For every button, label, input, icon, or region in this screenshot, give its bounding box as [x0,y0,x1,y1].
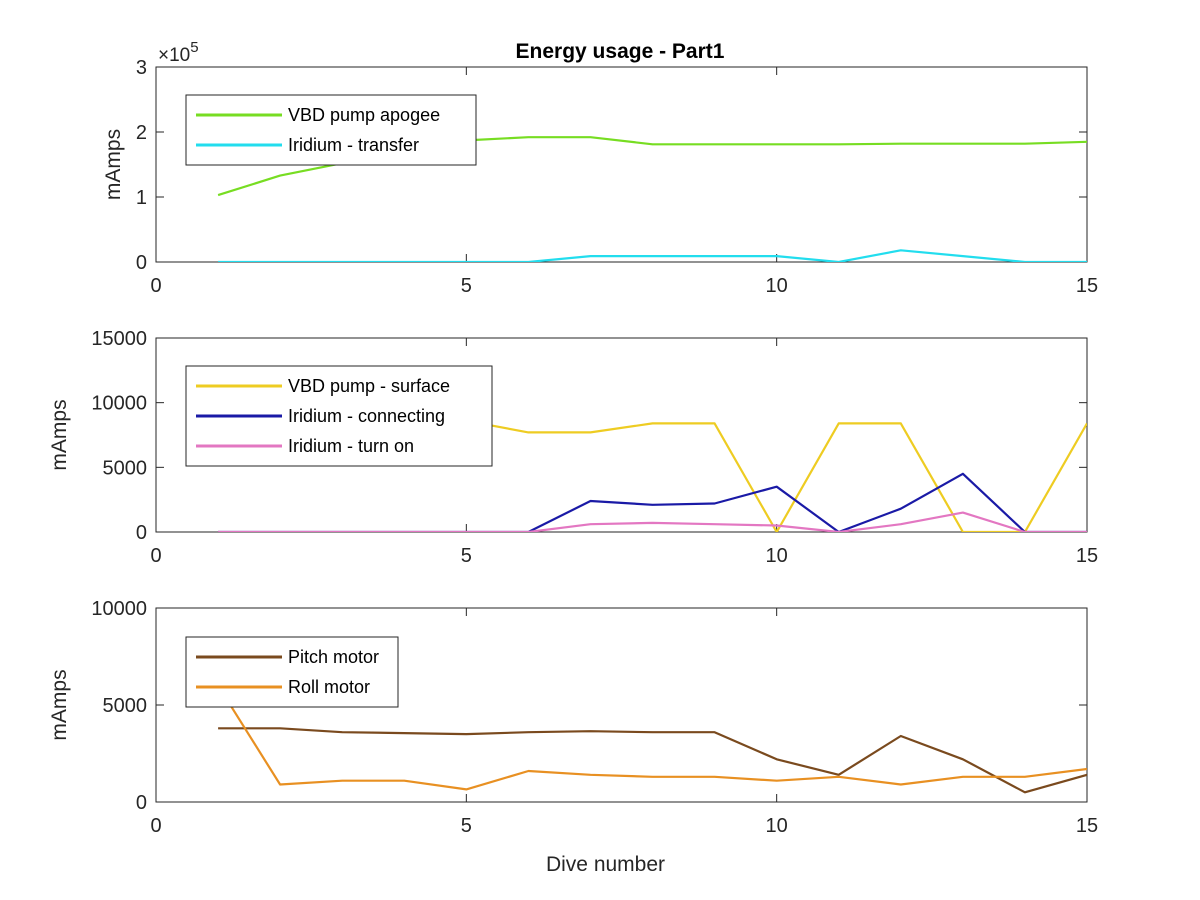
series-line-iridium-transfer [218,249,1087,262]
legend-label: VBD pump - surface [288,376,450,396]
legend-box [185,94,477,166]
x-tick-label: 0 [150,545,161,567]
x-tick-label: 5 [461,545,472,567]
y-tick-label: 5000 [103,695,148,717]
legend-box [185,636,399,708]
x-tick-label: 15 [1076,815,1098,837]
legend-label: Pitch motor [288,647,379,667]
y-tick-label: 15000 [91,328,147,350]
subplot-middle: 0 5 10 15 0 5000 10000 15000 mAmps VBD pump - sur… [48,328,1098,567]
y-tick-label: 3 [136,57,147,79]
y-tick-label: 10000 [91,598,147,620]
y-tick-label: 0 [136,792,147,814]
x-tick-label: 15 [1076,545,1098,567]
y-tick-label: 0 [136,252,147,274]
x-axis-label: Dive number [546,853,665,876]
x-tick-label: 10 [766,275,788,297]
x-tick-label: 10 [766,815,788,837]
x-tick-label: 0 [150,815,161,837]
series-line-pitch-motor [218,727,1087,794]
y-axis-label: mAmps [48,399,71,470]
x-tick-label: 15 [1076,275,1098,297]
legend-label: VBD pump apogee [288,105,440,125]
x-tick-label: 0 [150,275,161,297]
y-exponent-label: ×105 [158,39,199,66]
y-tick-label: 10000 [91,393,147,415]
figure-title: Energy usage - Part1 [516,40,725,63]
x-tick-label: 5 [461,815,472,837]
legend-label: Iridium - connecting [288,406,445,426]
series-line-iridium-turn-on [218,511,1087,532]
subplot-bottom: 0 5 10 15 0 5000 10000 mAmps Dive number Pitch mo… [48,598,1098,876]
y-tick-label: 0 [136,522,147,544]
series-line-iridium-connecting [218,472,1087,532]
legend-label: Roll motor [288,677,370,697]
y-tick-label: 5000 [103,457,148,479]
y-axis-label: mAmps [48,669,71,740]
y-axis-label: mAmps [102,129,125,200]
x-tick-label: 10 [766,545,788,567]
subplot-top: 0 5 10 15 0 1 2 3 ×105 mAmps VBD pump apogee Iridiu… [102,39,1098,297]
y-tick-label: 1 [136,187,147,209]
series-line-roll-motor [217,685,1087,791]
y-tick-label: 2 [136,122,147,144]
legend-label: Iridium - turn on [288,436,414,456]
legend-label: Iridium - transfer [288,135,419,155]
x-tick-label: 5 [461,275,472,297]
